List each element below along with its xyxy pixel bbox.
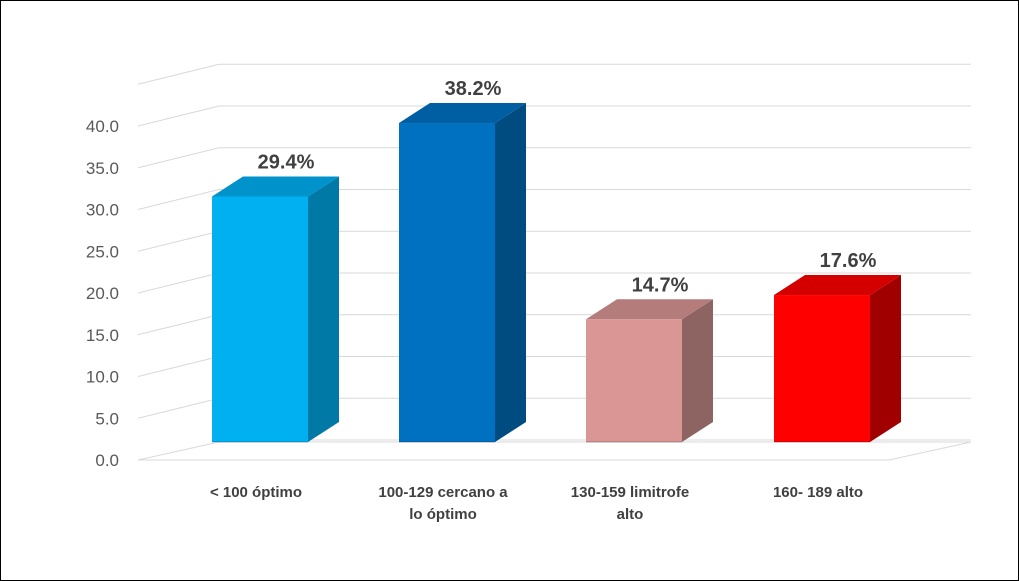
bar-top	[212, 176, 339, 197]
y-tick-label: 20.0	[86, 284, 119, 303]
category-label: alto	[617, 506, 644, 523]
bar-base-shadow	[212, 441, 308, 443]
bar-top	[774, 275, 901, 296]
y-tick-label: 5.0	[95, 409, 119, 428]
bar	[212, 176, 339, 443]
category-label: < 100 óptimo	[210, 484, 302, 501]
bar-front	[586, 319, 682, 442]
bar-front	[774, 295, 870, 442]
gridline-side	[137, 397, 220, 419]
bar-side	[308, 176, 339, 442]
bar-base-shadow	[399, 441, 495, 443]
data-labels: 29.4% 38.2% 14.7% 17.6%	[258, 78, 877, 296]
y-tick-label: 15.0	[86, 326, 119, 345]
gridline-side	[137, 314, 220, 336]
bars	[212, 103, 901, 443]
gridline-side	[137, 63, 220, 85]
y-tick-label: 0.0	[95, 451, 119, 470]
bar-base-shadow	[774, 441, 870, 443]
gridline-side	[137, 189, 220, 210]
bar	[586, 299, 713, 443]
y-tick-label: 40.0	[86, 117, 119, 136]
bar	[774, 275, 901, 443]
data-label: 38.2%	[445, 78, 502, 100]
y-tick-label: 35.0	[86, 159, 119, 178]
y-tick-label: 25.0	[86, 242, 119, 261]
category-label: 160- 189 alto	[773, 484, 863, 501]
bar-front	[212, 196, 308, 442]
bar-top	[586, 299, 713, 320]
data-label: 29.4%	[258, 152, 315, 174]
chart-floor	[137, 441, 972, 461]
x-axis: < 100 óptimo 100-129 cercano a lo óptimo 13…	[210, 484, 863, 523]
gridline-side	[137, 147, 220, 169]
gridline-side	[137, 105, 220, 127]
y-tick-label: 30.0	[86, 201, 119, 220]
bar	[399, 103, 526, 443]
y-tick-label: 10.0	[86, 368, 119, 387]
data-label: 14.7%	[632, 274, 689, 296]
gridline-side	[137, 230, 220, 252]
bar-front	[399, 123, 495, 442]
gridline-side	[137, 356, 220, 377]
gridline-side	[137, 272, 220, 294]
data-label: 17.6%	[820, 250, 877, 272]
bar-side	[495, 103, 526, 442]
bar-base-shadow	[586, 441, 682, 443]
category-label: 100-129 cercano a	[378, 484, 508, 501]
bar-top	[399, 103, 526, 124]
y-axis: 0.0 5.0 10.0 15.0 20.0 25.0 30.0 35.0 40.0	[86, 117, 119, 470]
bar-side	[682, 299, 713, 442]
category-label: 130-159 limitrofe	[571, 484, 689, 501]
category-label: lo óptimo	[409, 506, 477, 523]
bar-side	[870, 275, 901, 442]
